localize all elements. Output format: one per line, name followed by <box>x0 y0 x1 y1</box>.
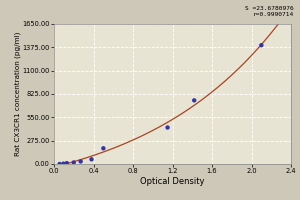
Point <box>64 162 69 165</box>
Point <box>259 44 264 47</box>
Point <box>89 158 94 161</box>
X-axis label: Optical Density: Optical Density <box>140 177 205 186</box>
Point <box>101 147 106 150</box>
Point <box>192 99 197 102</box>
Point <box>61 162 66 165</box>
Point <box>57 162 62 166</box>
Text: S =23.6780976
r=0.9990714: S =23.6780976 r=0.9990714 <box>245 6 294 17</box>
Point <box>78 160 83 163</box>
Y-axis label: Rat CX3CR1 concentration (pg/ml): Rat CX3CR1 concentration (pg/ml) <box>14 32 21 156</box>
Point <box>71 161 76 164</box>
Point <box>165 126 170 129</box>
